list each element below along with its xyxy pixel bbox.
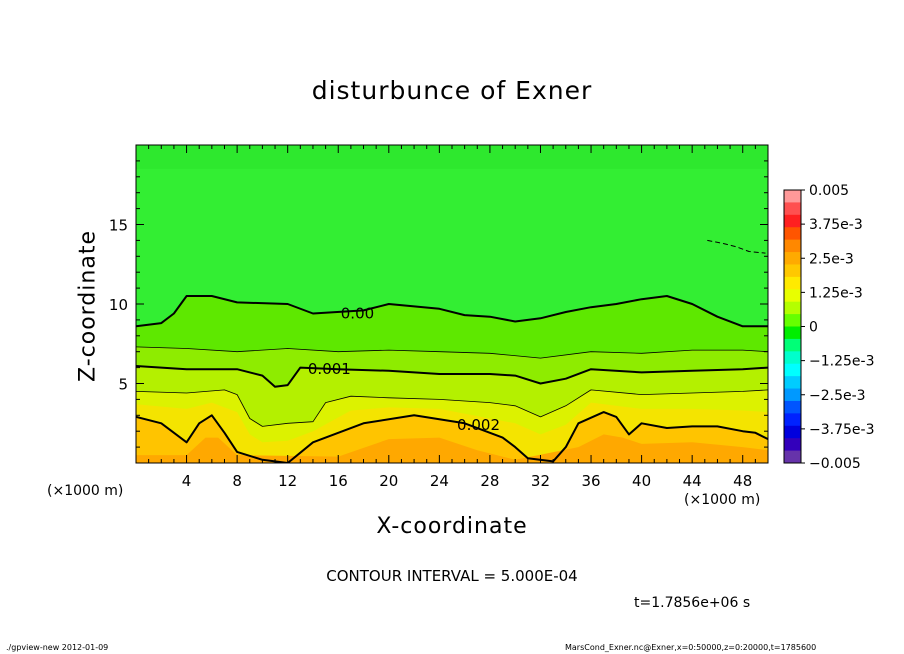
colorbar-label-2: 2.5e-3: [809, 251, 854, 267]
colorbar-cell-12: [784, 338, 801, 352]
x-tick-label-4: 20: [379, 472, 398, 490]
colorbar-cell-13: [784, 351, 801, 365]
colorbar-cell-0: [784, 190, 801, 203]
time-label: t=1.7856e+06 s: [634, 595, 751, 611]
contour-line-5: [707, 239, 766, 254]
y-tick-label-1: 10: [109, 296, 128, 314]
colorbar-cell-17: [784, 400, 801, 414]
contour-line-3: [136, 346, 768, 359]
x-tick-label-7: 32: [531, 472, 550, 490]
x-tick-label-11: 48: [733, 472, 752, 490]
colorbar-cell-19: [784, 425, 801, 439]
contour-interval-label: CONTOUR INTERVAL = 5.000E-04: [326, 567, 578, 585]
colorbar-label-8: −0.005: [809, 456, 861, 472]
y-tick-label-0: 5: [118, 376, 128, 394]
contour-line-1: [136, 389, 768, 427]
colorbar-cell-20: [784, 438, 801, 452]
field-band-6: [136, 434, 768, 463]
x-unit-label-right: (×1000 m): [684, 492, 761, 508]
colorbar-label-6: −2.5e-3: [809, 388, 866, 404]
colorbar-cell-9: [784, 301, 801, 315]
x-tick-label-5: 24: [430, 472, 449, 490]
x-tick-label-2: 12: [278, 472, 297, 490]
chart-title: disturbunce of Exner: [311, 76, 593, 105]
colorbar-cell-16: [784, 388, 801, 402]
x-axis-label: X-coordinate: [376, 514, 528, 539]
colorbar-cell-21: [784, 450, 801, 464]
colorbar-label-1: 3.75e-3: [809, 217, 863, 233]
x-tick-label-10: 44: [683, 472, 702, 490]
colorbar-cell-1: [784, 202, 801, 216]
contour-line-2: [136, 365, 768, 388]
field-band-top: [136, 145, 768, 169]
footer-program-date: ./gpview-new 2012-01-09: [6, 643, 109, 652]
footer-source: MarsCond_Exner.nc@Exner,x=0:50000,z=0:20…: [565, 643, 817, 652]
contour-line-0: [136, 411, 768, 463]
colorbar-cell-11: [784, 326, 801, 340]
colorbar-cell-6: [784, 264, 801, 278]
x-unit-label-left: (×1000 m): [47, 483, 124, 499]
x-tick-label-3: 16: [329, 472, 348, 490]
colorbar-label-5: −1.25e-3: [809, 354, 874, 370]
contour-line-4: [136, 295, 768, 328]
x-tick-label-1: 8: [232, 472, 242, 490]
colorbar-cell-7: [784, 276, 801, 290]
x-tick-label-8: 36: [581, 472, 600, 490]
contour-label-0: 0.00: [341, 305, 374, 323]
colorbar-cell-15: [784, 376, 801, 390]
colorbar-cell-8: [784, 289, 801, 303]
colorbar-label-7: −3.75e-3: [809, 422, 874, 438]
colorbar-cell-4: [784, 239, 801, 253]
x-tick-label-0: 4: [182, 472, 192, 490]
colorbar-cell-5: [784, 252, 801, 265]
colorbar-cell-2: [784, 214, 801, 228]
colorbar-label-4: 0: [809, 320, 818, 336]
colorbar-cell-14: [784, 363, 801, 377]
colorbar-label-0: 0.005: [809, 183, 849, 199]
colorbar-cell-10: [784, 314, 801, 327]
colorbar-label-3: 1.25e-3: [809, 285, 863, 301]
contour-label-2: 0.002: [457, 416, 500, 434]
y-tick-label-2: 15: [109, 217, 128, 235]
contour-label-1: 0.001: [308, 360, 351, 378]
colorbar-cell-18: [784, 413, 801, 427]
colorbar-cell-3: [784, 227, 801, 241]
x-tick-label-9: 40: [632, 472, 651, 490]
x-tick-label-6: 28: [480, 472, 499, 490]
